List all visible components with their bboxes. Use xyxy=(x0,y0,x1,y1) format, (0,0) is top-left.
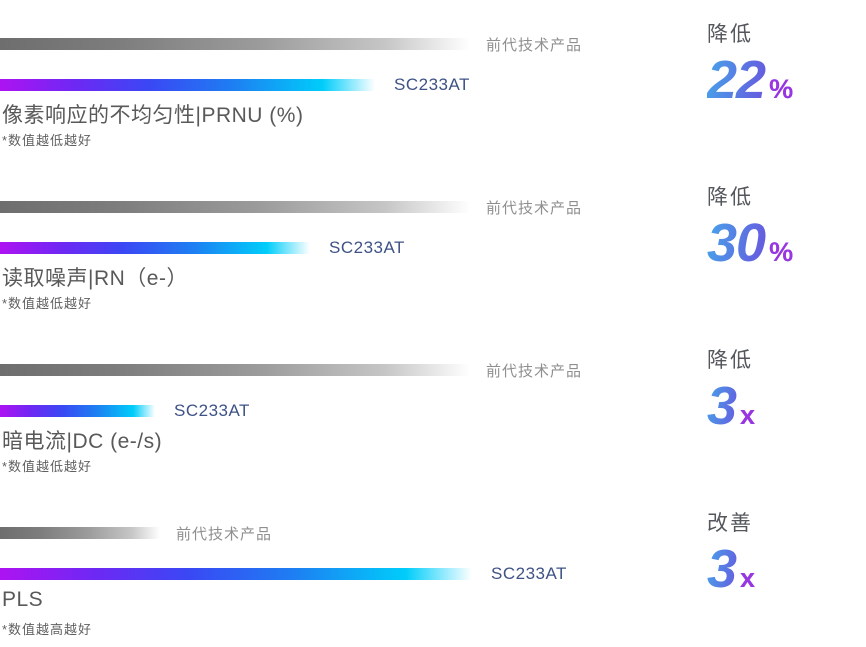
change-unit: x xyxy=(740,563,756,593)
change-value: 22% xyxy=(707,53,793,107)
sc233at-bar xyxy=(0,405,155,417)
change-number: 30 xyxy=(707,213,766,273)
sc233at-label: SC233AT xyxy=(394,75,470,94)
previous-gen-label: 前代技术产品 xyxy=(486,36,583,54)
change-word: 降低 xyxy=(707,186,753,209)
metric-section-prnu: 前代技术产品 SC233AT 像素响应的不均匀性|PRNU (%) *数值越低越… xyxy=(0,23,866,200)
change-unit: % xyxy=(769,74,794,104)
change-word: 改善 xyxy=(707,512,753,535)
change-value: 30% xyxy=(707,216,793,270)
change-unit: % xyxy=(769,237,794,267)
sc233at-label: SC233AT xyxy=(491,564,567,583)
metric-section-rn: 前代技术产品 SC233AT 读取噪声|RN（e-） *数值越低越好 降低 30… xyxy=(0,186,866,363)
previous-gen-bar-row: 前代技术产品 xyxy=(0,37,700,54)
change-unit: x xyxy=(740,400,756,430)
previous-gen-bar xyxy=(0,201,470,213)
product-bar-row: SC233AT xyxy=(0,238,700,257)
change-word: 降低 xyxy=(707,349,753,372)
previous-gen-bar-row: 前代技术产品 xyxy=(0,200,700,217)
sc233at-bar xyxy=(0,242,310,254)
sc233at-bar xyxy=(0,568,472,580)
change-callout: 降低 22% xyxy=(707,18,862,107)
metric-note: *数值越低越好 xyxy=(2,296,93,311)
change-number: 22 xyxy=(707,50,766,110)
change-word: 降低 xyxy=(707,23,753,46)
product-bar-row: SC233AT xyxy=(0,401,700,420)
previous-gen-bar xyxy=(0,38,470,50)
change-number: 3 xyxy=(707,539,737,599)
metric-title: 像素响应的不均匀性|PRNU (%) xyxy=(2,104,304,127)
sc233at-label: SC233AT xyxy=(174,401,250,420)
change-number: 3 xyxy=(707,376,737,436)
metric-title: 读取噪声|RN（e-） xyxy=(2,267,188,290)
metric-note: *数值越低越好 xyxy=(2,459,93,474)
metric-note: *数值越高越好 xyxy=(2,622,93,637)
sc233at-bar xyxy=(0,79,375,91)
product-bar-row: SC233AT xyxy=(0,564,700,583)
metric-note: *数值越低越好 xyxy=(2,133,93,148)
previous-gen-label: 前代技术产品 xyxy=(176,525,273,543)
previous-gen-label: 前代技术产品 xyxy=(486,199,583,217)
metric-title: PLS xyxy=(2,588,44,611)
previous-gen-bar-row: 前代技术产品 xyxy=(0,363,700,380)
previous-gen-bar-row: 前代技术产品 xyxy=(0,526,700,543)
product-bar-row: SC233AT xyxy=(0,75,700,94)
previous-gen-label: 前代技术产品 xyxy=(486,362,583,380)
sc233at-label: SC233AT xyxy=(329,238,405,257)
previous-gen-bar xyxy=(0,527,160,539)
change-callout: 降低 30% xyxy=(707,181,862,270)
metric-title: 暗电流|DC (e-/s) xyxy=(2,430,163,453)
previous-gen-bar xyxy=(0,364,470,376)
metric-section-dc: 前代技术产品 SC233AT 暗电流|DC (e-/s) *数值越低越好 降低 … xyxy=(0,349,866,526)
